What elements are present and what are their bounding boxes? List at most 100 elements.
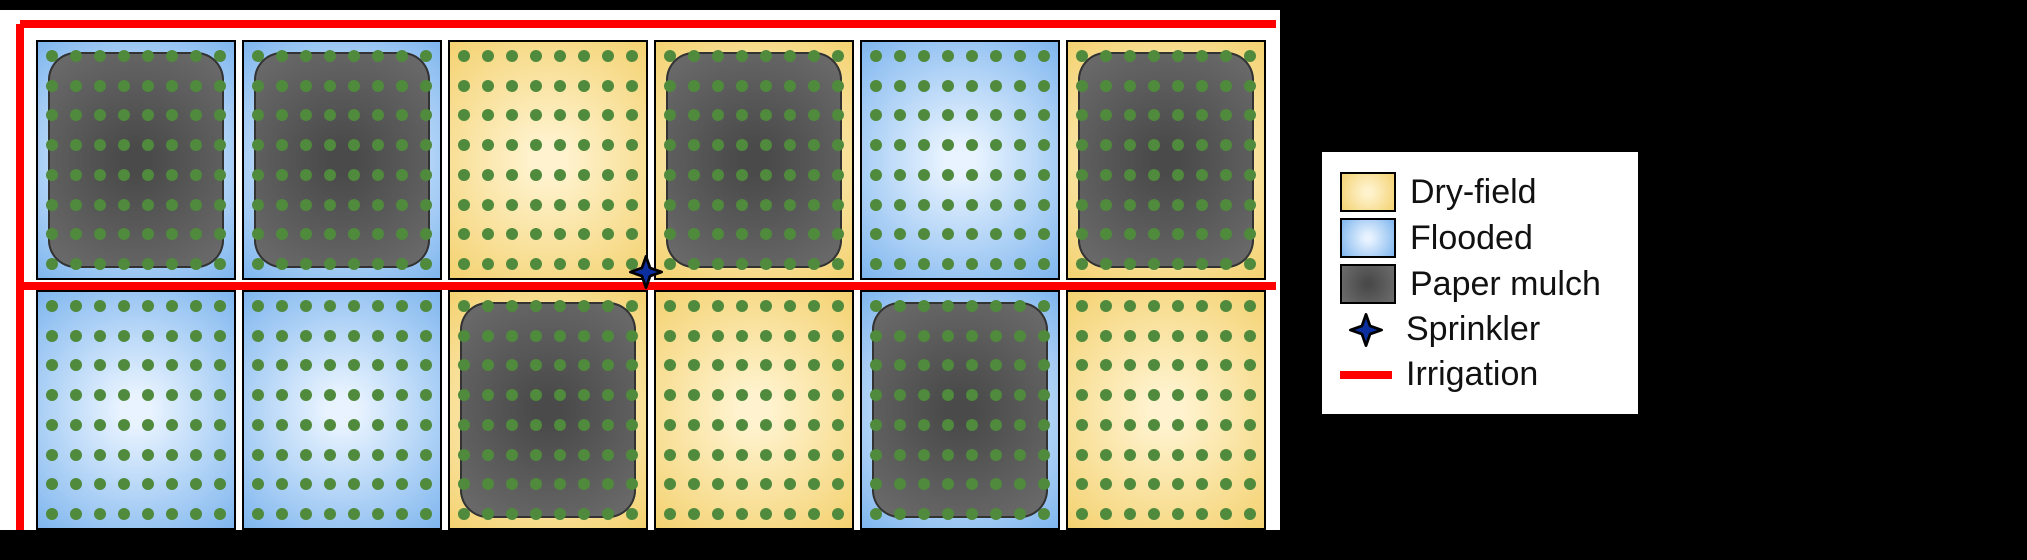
plant-dot xyxy=(1014,139,1026,151)
plant-dot xyxy=(94,50,106,62)
plant-dot xyxy=(784,80,796,92)
plant-dot xyxy=(870,109,882,121)
plant-dot xyxy=(808,449,820,461)
plant-dot xyxy=(808,300,820,312)
plant-dot xyxy=(990,109,1002,121)
plant-dot xyxy=(832,228,844,240)
plant-dot xyxy=(372,330,384,342)
plant-dot xyxy=(832,300,844,312)
plant-dot xyxy=(554,300,566,312)
plant-dot xyxy=(46,478,58,490)
plant-dot xyxy=(420,50,432,62)
plant-dot xyxy=(70,258,82,270)
plant-dot xyxy=(372,199,384,211)
plant-dot xyxy=(1076,389,1088,401)
plant-dot xyxy=(190,50,202,62)
plant-dot xyxy=(372,359,384,371)
plant-dot xyxy=(324,389,336,401)
plant-dot xyxy=(1076,359,1088,371)
plant-dot xyxy=(664,478,676,490)
plant-dot xyxy=(142,449,154,461)
plant-dot xyxy=(252,258,264,270)
plant-dot xyxy=(784,330,796,342)
plant-dot xyxy=(1220,359,1232,371)
plant-dot xyxy=(1244,139,1256,151)
plant-dot xyxy=(832,359,844,371)
plant-dot xyxy=(966,449,978,461)
plant-dot xyxy=(1014,50,1026,62)
plant-dot xyxy=(214,389,226,401)
plant-dot xyxy=(372,449,384,461)
plant-dot xyxy=(372,419,384,431)
plant-dot xyxy=(530,300,542,312)
plant-dot xyxy=(688,449,700,461)
plant-dot xyxy=(46,258,58,270)
plant-dot xyxy=(736,330,748,342)
plant-dot xyxy=(578,330,590,342)
plant-dot xyxy=(396,80,408,92)
plant-dot xyxy=(1148,359,1160,371)
plant-dot xyxy=(870,50,882,62)
plot-cell xyxy=(1066,40,1266,280)
plant-dot xyxy=(832,80,844,92)
plant-dot xyxy=(1172,419,1184,431)
plant-dot xyxy=(784,449,796,461)
plant-dot xyxy=(94,478,106,490)
plant-dot xyxy=(760,199,772,211)
plant-dot xyxy=(736,359,748,371)
plant-dot xyxy=(784,359,796,371)
plant-dot xyxy=(166,80,178,92)
plant-dot xyxy=(1076,169,1088,181)
plant-dot xyxy=(276,80,288,92)
plant-dot xyxy=(118,449,130,461)
plot-cell xyxy=(654,40,854,280)
plant-dot xyxy=(118,50,130,62)
plant-dot xyxy=(942,330,954,342)
plot-grid xyxy=(0,10,1280,530)
plant-dot xyxy=(142,419,154,431)
plant-dot xyxy=(420,80,432,92)
plant-dot xyxy=(70,300,82,312)
plant-dot xyxy=(990,139,1002,151)
plant-dot xyxy=(966,50,978,62)
plant-dot xyxy=(578,508,590,520)
plant-dot xyxy=(966,258,978,270)
plant-dot xyxy=(530,109,542,121)
plant-dot xyxy=(530,258,542,270)
plant-dot xyxy=(1148,478,1160,490)
plant-dot xyxy=(458,50,470,62)
plant-dot xyxy=(372,258,384,270)
plant-dot xyxy=(664,199,676,211)
plant-dot xyxy=(1220,80,1232,92)
plant-dot xyxy=(712,330,724,342)
plant-dot xyxy=(458,330,470,342)
plant-dot xyxy=(760,258,772,270)
plant-dot xyxy=(736,300,748,312)
plant-dot xyxy=(1172,359,1184,371)
plant-dot xyxy=(252,508,264,520)
plant-dot xyxy=(396,419,408,431)
plant-dot xyxy=(918,228,930,240)
plant-dot xyxy=(808,419,820,431)
plant-dot xyxy=(712,300,724,312)
plant-dot xyxy=(664,300,676,312)
plant-dot xyxy=(300,50,312,62)
plant-dot xyxy=(506,109,518,121)
plant-dot xyxy=(1124,258,1136,270)
plant-dot xyxy=(252,419,264,431)
plant-dot xyxy=(46,359,58,371)
plant-dot xyxy=(1014,330,1026,342)
plant-dot xyxy=(832,478,844,490)
plant-dot xyxy=(894,199,906,211)
plant-dot xyxy=(420,389,432,401)
plant-dot xyxy=(372,300,384,312)
plant-dot xyxy=(276,419,288,431)
plant-dot xyxy=(626,199,638,211)
plant-dot xyxy=(1014,300,1026,312)
plant-dot xyxy=(688,199,700,211)
plant-dot xyxy=(760,419,772,431)
plant-dot xyxy=(420,199,432,211)
plant-dot xyxy=(300,300,312,312)
plant-dot xyxy=(530,80,542,92)
plant-dot xyxy=(1100,389,1112,401)
